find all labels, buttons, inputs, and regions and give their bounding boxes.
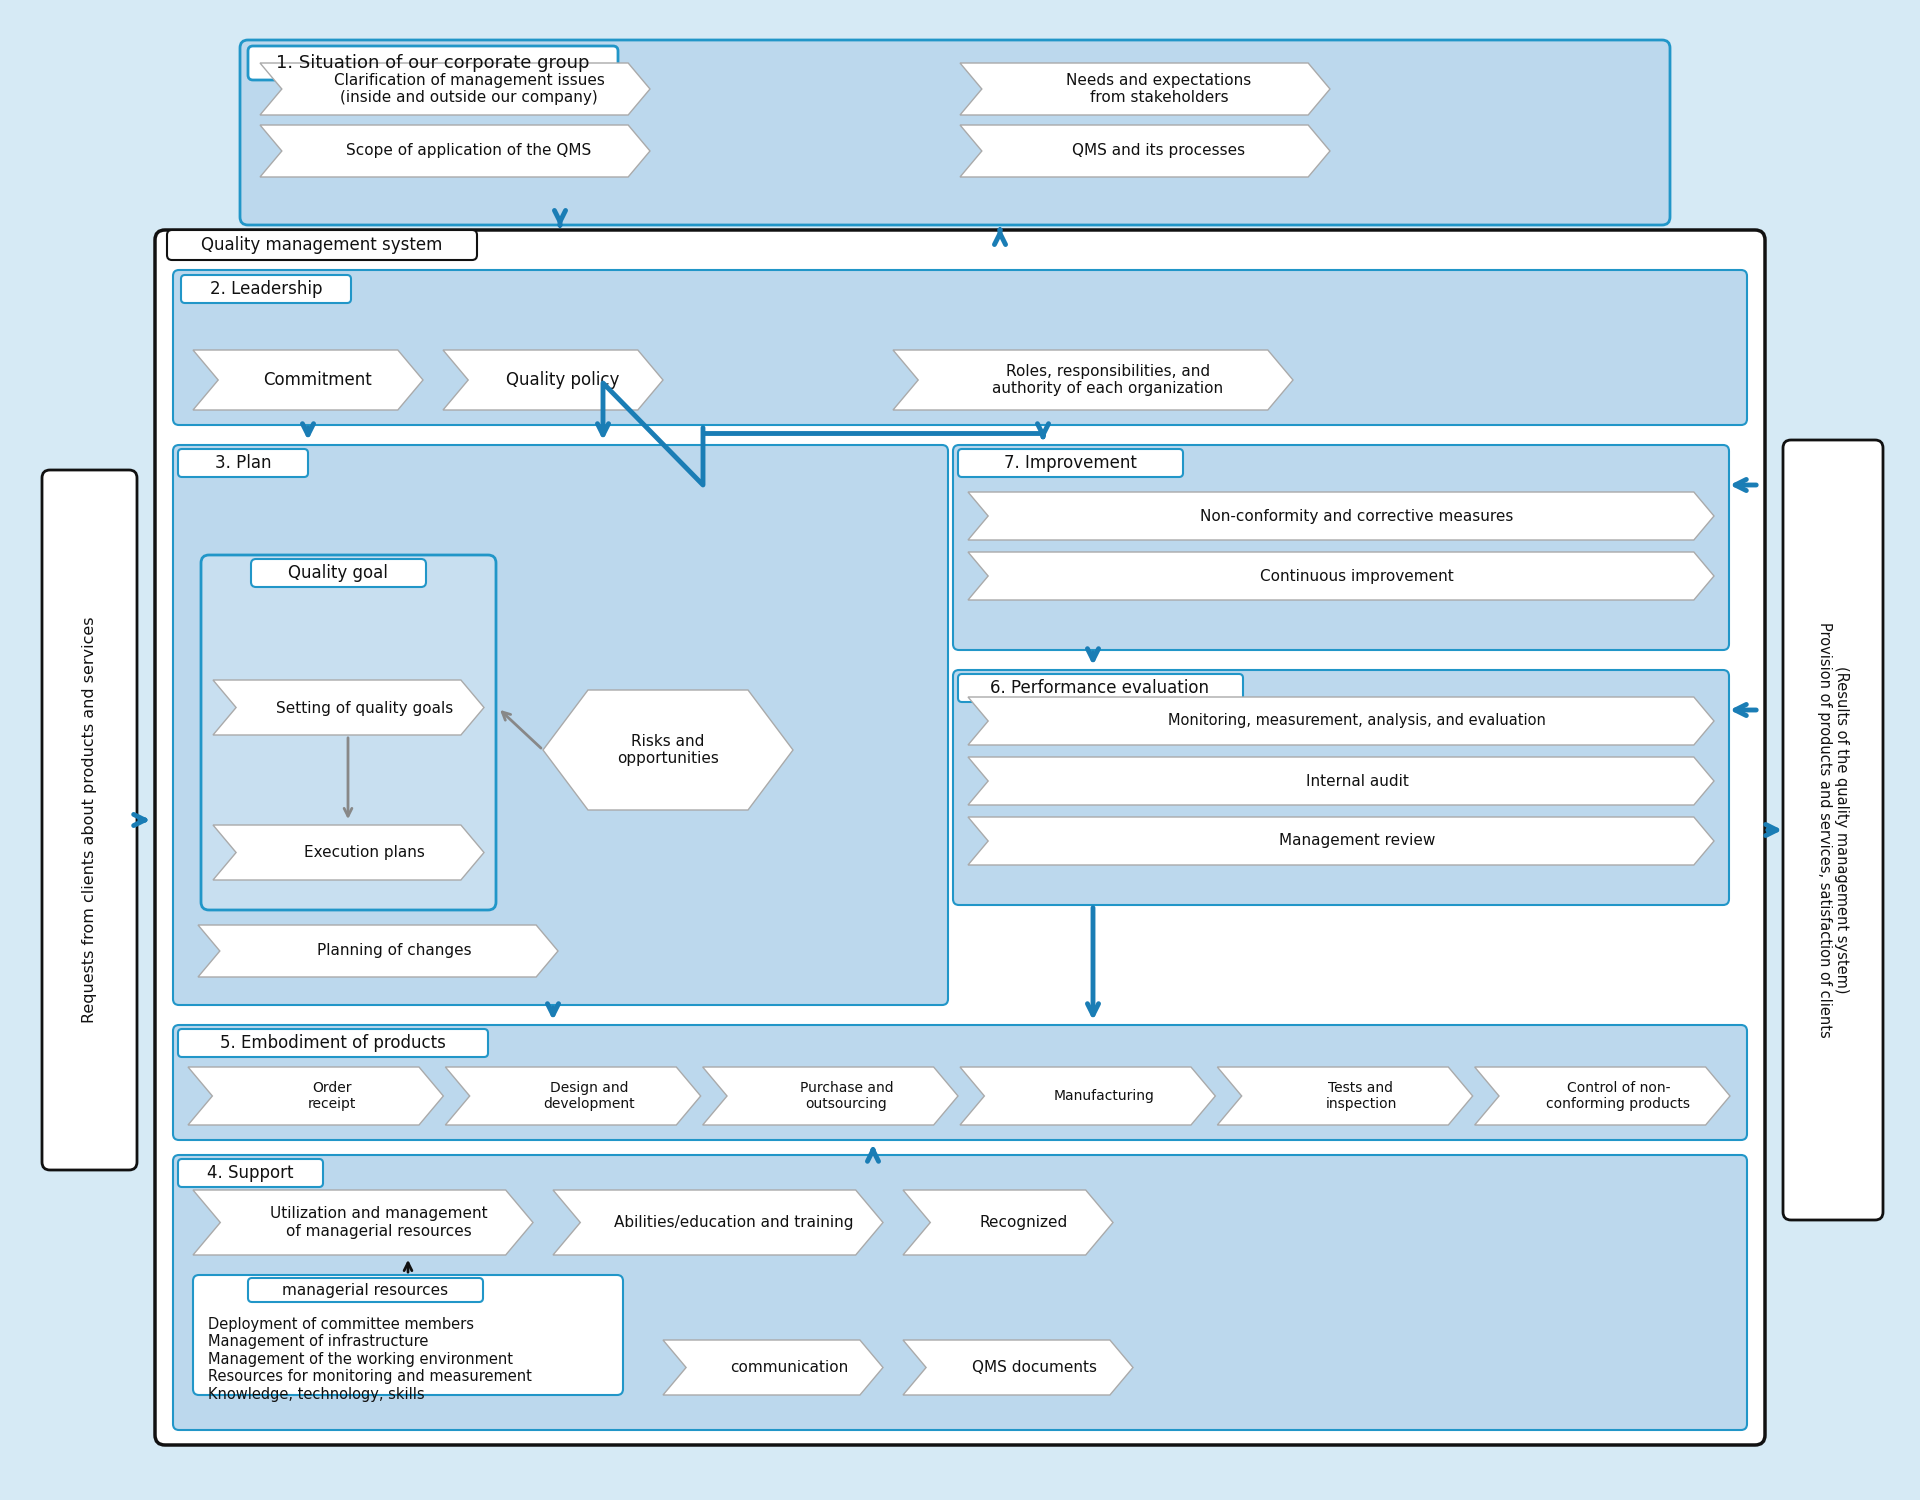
Text: Quality management system: Quality management system bbox=[202, 236, 444, 254]
Polygon shape bbox=[893, 350, 1292, 410]
Polygon shape bbox=[259, 124, 651, 177]
Polygon shape bbox=[445, 1066, 701, 1125]
Polygon shape bbox=[198, 926, 559, 976]
FancyBboxPatch shape bbox=[179, 1029, 488, 1057]
FancyBboxPatch shape bbox=[248, 1278, 484, 1302]
Text: Recognized: Recognized bbox=[979, 1215, 1068, 1230]
Polygon shape bbox=[968, 492, 1715, 540]
Text: Purchase and
outsourcing: Purchase and outsourcing bbox=[799, 1082, 893, 1112]
Text: 6. Performance evaluation: 6. Performance evaluation bbox=[991, 680, 1210, 698]
FancyBboxPatch shape bbox=[202, 555, 495, 910]
FancyBboxPatch shape bbox=[42, 470, 136, 1170]
Polygon shape bbox=[1475, 1066, 1730, 1125]
Text: Design and
development: Design and development bbox=[543, 1082, 636, 1112]
Text: QMS and its processes: QMS and its processes bbox=[1073, 144, 1246, 159]
Polygon shape bbox=[662, 1340, 883, 1395]
Text: Manufacturing: Manufacturing bbox=[1054, 1089, 1154, 1102]
Text: communication: communication bbox=[730, 1360, 849, 1376]
Text: QMS documents: QMS documents bbox=[972, 1360, 1096, 1376]
Text: Clarification of management issues
(inside and outside our company): Clarification of management issues (insi… bbox=[334, 74, 605, 105]
Text: Needs and expectations
from stakeholders: Needs and expectations from stakeholders bbox=[1066, 74, 1252, 105]
Polygon shape bbox=[968, 698, 1715, 746]
Text: Utilization and management
of managerial resources: Utilization and management of managerial… bbox=[271, 1206, 488, 1239]
Polygon shape bbox=[213, 825, 484, 880]
Text: Management review: Management review bbox=[1279, 834, 1434, 849]
FancyBboxPatch shape bbox=[1784, 440, 1884, 1220]
FancyBboxPatch shape bbox=[173, 1024, 1747, 1140]
FancyBboxPatch shape bbox=[156, 230, 1764, 1444]
Text: Roles, responsibilities, and
authority of each organization: Roles, responsibilities, and authority o… bbox=[993, 364, 1223, 396]
Polygon shape bbox=[968, 552, 1715, 600]
Text: Control of non-
conforming products: Control of non- conforming products bbox=[1546, 1082, 1690, 1112]
Polygon shape bbox=[194, 350, 422, 410]
Text: 3. Plan: 3. Plan bbox=[215, 454, 271, 472]
FancyBboxPatch shape bbox=[180, 274, 351, 303]
Polygon shape bbox=[1217, 1066, 1473, 1125]
Polygon shape bbox=[703, 1066, 958, 1125]
Text: Order
receipt: Order receipt bbox=[307, 1082, 355, 1112]
Polygon shape bbox=[553, 1190, 883, 1256]
Polygon shape bbox=[960, 1066, 1215, 1125]
Text: Tests and
inspection: Tests and inspection bbox=[1325, 1082, 1396, 1112]
Text: Deployment of committee members
Management of infrastructure
Management of the w: Deployment of committee members Manageme… bbox=[207, 1317, 532, 1401]
Polygon shape bbox=[902, 1190, 1114, 1256]
Text: 1. Situation of our corporate group: 1. Situation of our corporate group bbox=[276, 54, 589, 72]
Polygon shape bbox=[968, 818, 1715, 866]
FancyBboxPatch shape bbox=[167, 230, 476, 260]
Text: 4. Support: 4. Support bbox=[207, 1164, 294, 1182]
Text: 2. Leadership: 2. Leadership bbox=[209, 280, 323, 298]
Text: Planning of changes: Planning of changes bbox=[317, 944, 470, 958]
FancyBboxPatch shape bbox=[252, 560, 426, 586]
Text: Execution plans: Execution plans bbox=[303, 846, 424, 861]
Text: Monitoring, measurement, analysis, and evaluation: Monitoring, measurement, analysis, and e… bbox=[1167, 714, 1546, 729]
FancyBboxPatch shape bbox=[240, 40, 1670, 225]
Text: Commitment: Commitment bbox=[263, 370, 372, 388]
Text: 7. Improvement: 7. Improvement bbox=[1004, 454, 1137, 472]
Text: Setting of quality goals: Setting of quality goals bbox=[276, 700, 453, 715]
Polygon shape bbox=[543, 690, 793, 810]
Text: 5. Embodiment of products: 5. Embodiment of products bbox=[221, 1034, 445, 1052]
FancyBboxPatch shape bbox=[179, 448, 307, 477]
FancyBboxPatch shape bbox=[173, 1155, 1747, 1430]
Text: Quality goal: Quality goal bbox=[288, 564, 388, 582]
Polygon shape bbox=[960, 63, 1331, 116]
FancyBboxPatch shape bbox=[173, 270, 1747, 424]
Text: Requests from clients about products and services: Requests from clients about products and… bbox=[83, 616, 98, 1023]
FancyBboxPatch shape bbox=[248, 46, 618, 80]
Text: Quality policy: Quality policy bbox=[507, 370, 620, 388]
FancyBboxPatch shape bbox=[952, 670, 1730, 904]
Text: Scope of application of the QMS: Scope of application of the QMS bbox=[346, 144, 591, 159]
FancyBboxPatch shape bbox=[179, 1160, 323, 1186]
Polygon shape bbox=[194, 1190, 534, 1256]
Text: managerial resources: managerial resources bbox=[282, 1282, 447, 1298]
Text: Internal audit: Internal audit bbox=[1306, 774, 1409, 789]
Polygon shape bbox=[213, 680, 484, 735]
FancyBboxPatch shape bbox=[173, 446, 948, 1005]
Polygon shape bbox=[259, 63, 651, 116]
FancyBboxPatch shape bbox=[958, 674, 1242, 702]
Polygon shape bbox=[444, 350, 662, 410]
Polygon shape bbox=[960, 124, 1331, 177]
Polygon shape bbox=[968, 758, 1715, 806]
Text: (Results of the quality management system)
Provision of products and services, s: (Results of the quality management syste… bbox=[1816, 622, 1849, 1038]
FancyBboxPatch shape bbox=[194, 1275, 622, 1395]
Text: Risks and
opportunities: Risks and opportunities bbox=[616, 734, 718, 766]
Text: Abilities/education and training: Abilities/education and training bbox=[614, 1215, 854, 1230]
Text: Continuous improvement: Continuous improvement bbox=[1260, 568, 1453, 584]
Text: Non-conformity and corrective measures: Non-conformity and corrective measures bbox=[1200, 509, 1513, 524]
Polygon shape bbox=[902, 1340, 1133, 1395]
FancyBboxPatch shape bbox=[952, 446, 1730, 650]
Polygon shape bbox=[188, 1066, 444, 1125]
FancyBboxPatch shape bbox=[958, 448, 1183, 477]
